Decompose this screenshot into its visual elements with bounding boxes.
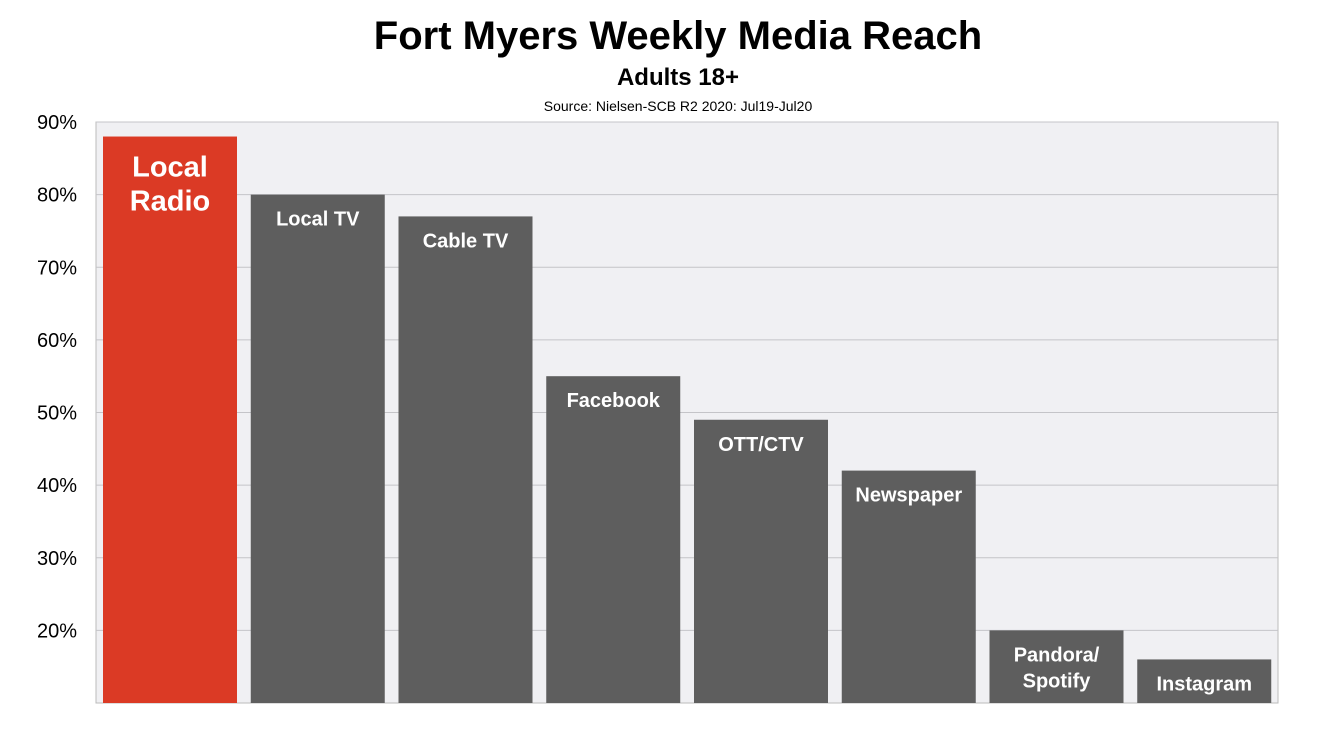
y-tick-label: 70% [37, 257, 77, 279]
bar-label: OTT/CTV [718, 434, 804, 456]
chart-subtitle: Adults 18+ [616, 64, 740, 91]
bar [1137, 659, 1272, 703]
y-tick-label: 30% [37, 548, 77, 570]
bar [103, 136, 237, 703]
bar-label: Instagram [1156, 673, 1252, 695]
bar-label: Cable TV [423, 230, 509, 252]
bar [250, 194, 385, 703]
bar [398, 216, 533, 703]
bar [546, 376, 681, 703]
bar-label: Pandora/Spotify [1014, 644, 1100, 692]
y-tick-label: 50% [37, 403, 77, 425]
chart-source: Source: Nielsen-SCB R2 2020: Jul19-Jul20 [543, 98, 813, 114]
bar-label: Facebook [567, 390, 661, 412]
y-tick-label: 60% [37, 330, 77, 352]
bar [841, 470, 976, 703]
bar [989, 630, 1124, 703]
y-tick-label: 80% [37, 185, 77, 207]
bar [694, 419, 828, 703]
y-tick-label: 20% [37, 620, 77, 642]
chart-title: Fort Myers Weekly Media Reach [373, 14, 983, 58]
y-tick-label: 40% [37, 475, 77, 497]
y-tick-label: 90% [37, 112, 77, 134]
bar-label: Local Radio [130, 152, 211, 218]
bar-label: Local TV [276, 209, 360, 231]
bar-label: Newspaper [855, 485, 962, 507]
